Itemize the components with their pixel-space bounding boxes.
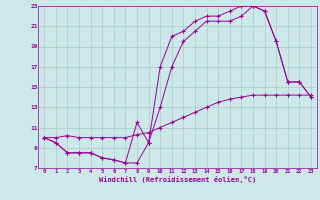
X-axis label: Windchill (Refroidissement éolien,°C): Windchill (Refroidissement éolien,°C)	[99, 176, 256, 183]
